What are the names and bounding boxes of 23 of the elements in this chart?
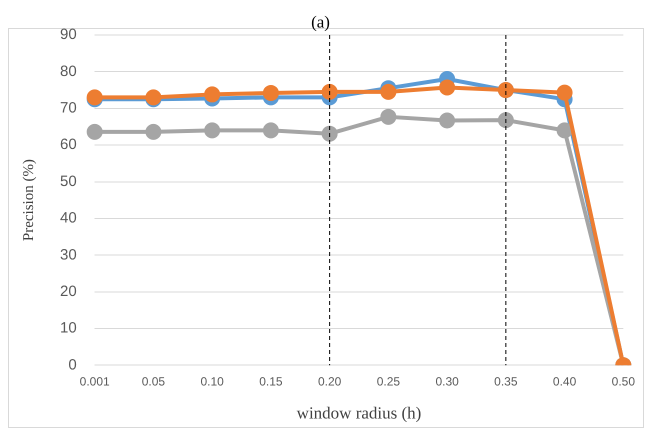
x-tick-label: 0.15 [259,374,283,389]
y-tick-label: 30 [60,246,77,264]
y-tick-label: 70 [60,100,77,117]
x-tick-label: 0.50 [612,374,636,389]
x-tick-label: 0.40 [552,374,577,389]
y-tick-label: 80 [60,62,77,80]
y-tick-label: 60 [60,136,77,154]
y-tick-label: 90 [60,26,77,44]
x-tick-label: 0.05 [142,374,166,389]
x-axis-title: window radius (h) [296,403,422,422]
x-tick-label: 0.20 [318,374,342,389]
y-tick-label: 20 [60,282,77,300]
y-tick-label: 10 [60,320,77,337]
chart-title: (a) [311,12,330,32]
y-axis-title: Precision (%) [20,159,37,242]
x-tick-label: 0.30 [435,374,460,389]
y-tick-label: 0 [68,356,77,374]
x-tick-label: 0.10 [200,374,224,389]
y-tick-label: 50 [60,172,77,190]
x-tick-label: 0.001 [80,374,110,389]
y-tick-label: 40 [60,210,77,227]
x-tick-label: 0.35 [494,374,518,389]
x-tick-label: 0.25 [376,374,400,389]
